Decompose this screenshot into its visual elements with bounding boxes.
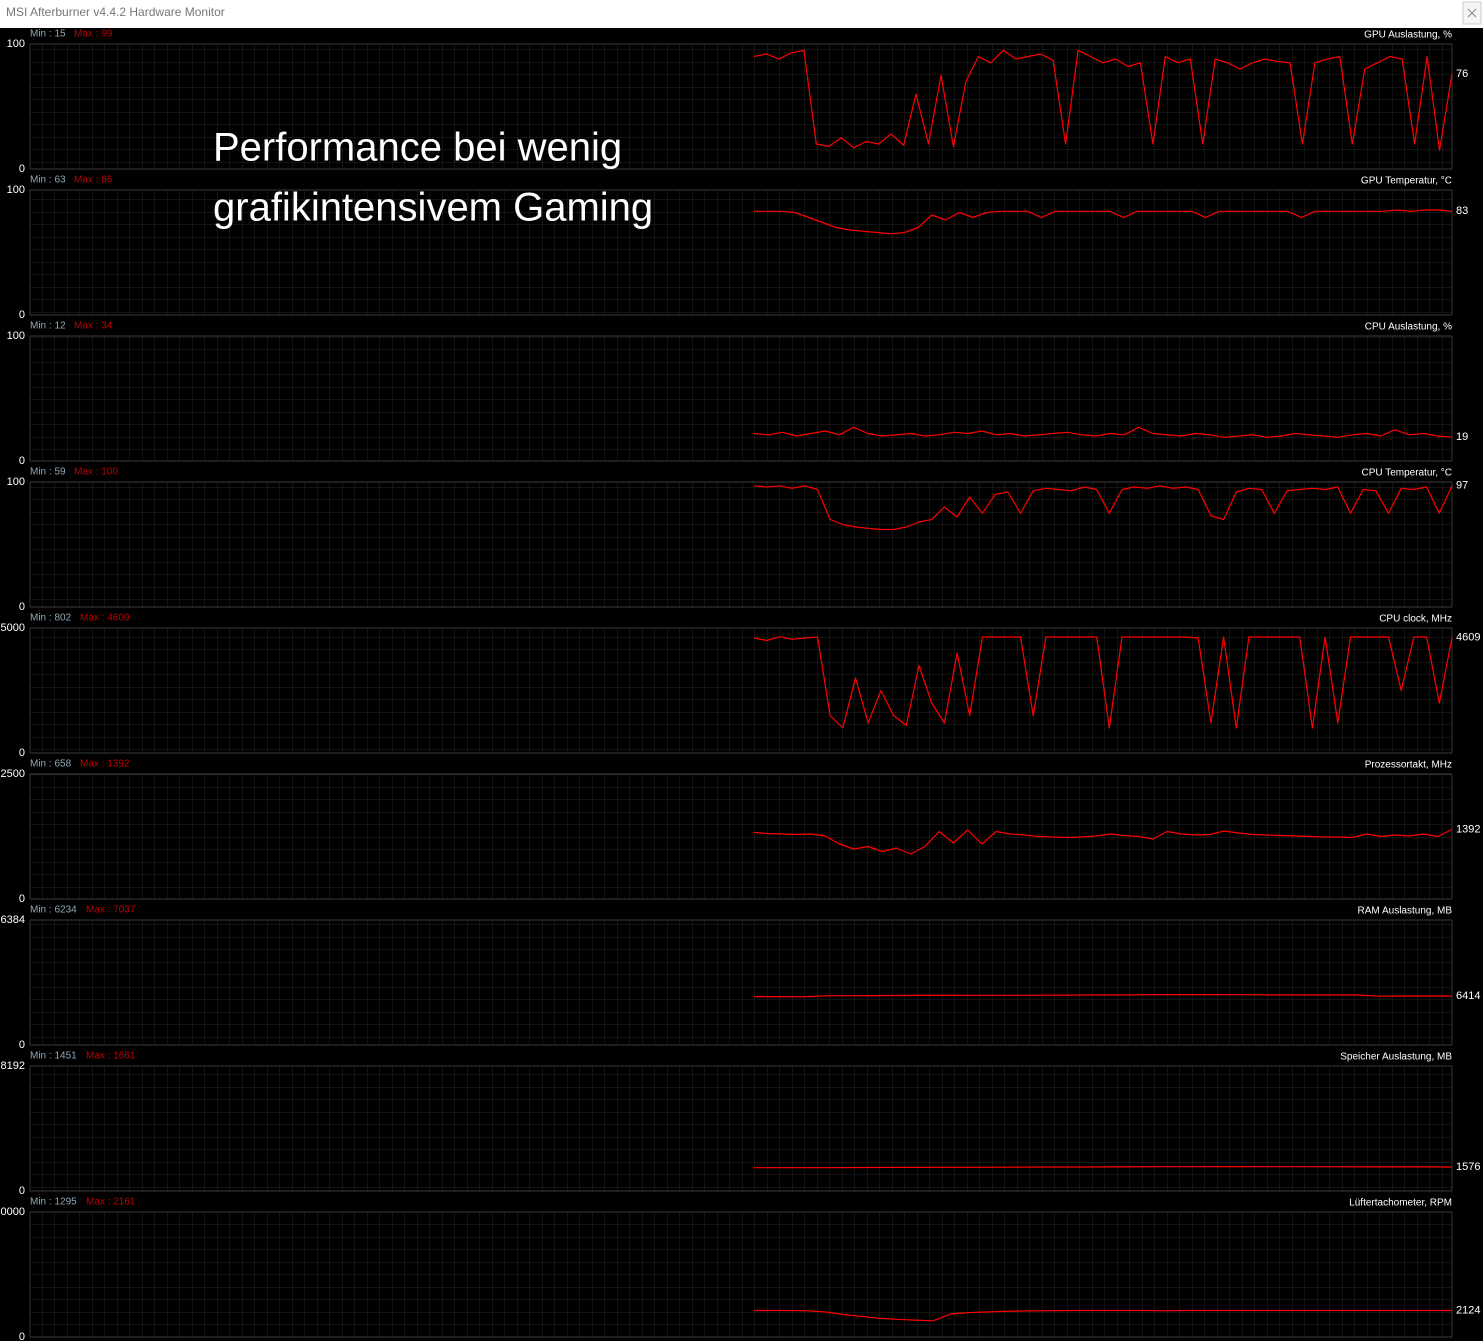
max-label: Max : 2161 [86,1197,136,1208]
data-line [753,426,1453,438]
data-line [754,994,1453,998]
min-label: Min : 15 [30,29,66,40]
data-line [754,1309,1452,1322]
max-label: Max : 99 [74,29,113,40]
max-label: Max : 1661 [86,1051,136,1062]
annotation-line: grafikintensivem Gaming [213,186,653,230]
y-tick-label: 0 [19,1331,25,1341]
max-label: Max : 4609 [80,613,130,624]
min-label: Min : 1295 [30,1197,77,1208]
max-label: Max : 1392 [80,759,130,770]
grid [30,774,1452,899]
grid [30,44,1452,169]
panel-title: Speicher Auslastung, MB [1340,1052,1452,1063]
max-label: Max : 7037 [86,905,136,916]
panel-title: GPU Auslastung, % [1364,30,1452,41]
y-tick-label: 0 [19,893,25,905]
current-value: 97 [1456,480,1468,492]
current-value: 83 [1456,205,1468,217]
y-tick-label: 0 [19,309,25,321]
min-label: Min : 63 [30,175,66,186]
current-value: 4609 [1456,632,1480,644]
y-tick-label: 100 [7,330,25,342]
grid [30,1212,1452,1337]
y-tick-label: 0 [19,163,25,175]
y-tick-label: 8192 [1,1060,25,1072]
window-title: MSI Afterburner v4.4.2 Hardware Monitor [6,5,225,19]
grid [30,1066,1452,1191]
grid [30,190,1452,315]
y-tick-label: 100 [7,476,25,488]
min-label: Min : 658 [30,759,72,770]
data-line [753,636,1453,729]
grid [30,628,1452,753]
min-label: Min : 1451 [30,1051,77,1062]
y-tick-label: 2500 [1,768,25,780]
title-bar [0,0,1483,28]
y-tick-label: 5000 [1,622,25,634]
min-label: Min : 59 [30,467,66,478]
panel-title: CPU clock, MHz [1379,614,1452,625]
current-value: 1392 [1456,823,1480,835]
y-tick-label: 16384 [0,914,25,926]
panel-title: GPU Temperatur, °C [1361,176,1452,187]
current-value: 2124 [1456,1304,1480,1316]
panel-title: RAM Auslastung, MB [1358,906,1453,917]
max-label: Max : 34 [74,321,113,332]
current-value: 1576 [1456,1161,1480,1173]
grid [30,482,1452,607]
current-value: 6414 [1456,990,1480,1002]
y-tick-label: 0 [19,1185,25,1197]
y-tick-label: 0 [19,455,25,467]
y-tick-label: 0 [19,747,25,759]
panels: 0 100 Min : 15 Max : 99 GPU Auslastung, % 76 0… [0,29,1480,1341]
close-button[interactable] [1462,1,1482,25]
max-label: Max : 100 [74,467,118,478]
data-line [753,485,1453,531]
panel-title: Lüftertachometer, RPM [1349,1198,1452,1209]
panel-title: CPU Auslastung, % [1365,322,1452,333]
y-tick-label: 0 [19,601,25,613]
y-tick-label: 100 [7,38,25,50]
y-tick-label: 0 [19,1039,25,1051]
max-label: Max : 86 [74,175,113,186]
data-line [754,209,1453,235]
grid [30,336,1452,461]
min-label: Min : 12 [30,321,66,332]
current-value: 76 [1456,68,1468,80]
grid [30,920,1452,1045]
min-label: Min : 802 [30,613,72,624]
y-tick-label: 10000 [0,1206,25,1218]
data-line [753,828,1453,855]
current-value: 19 [1456,431,1468,443]
close-icon[interactable] [1467,8,1477,18]
data-line [754,1166,1453,1169]
y-tick-label: 100 [7,184,25,196]
min-label: Min : 6234 [30,905,77,916]
panel-title: Prozessortakt, MHz [1365,760,1452,771]
panel-title: CPU Temperatur, °C [1361,468,1452,479]
annotation-line: Performance bei wenig [213,126,622,170]
data-line [753,49,1453,151]
